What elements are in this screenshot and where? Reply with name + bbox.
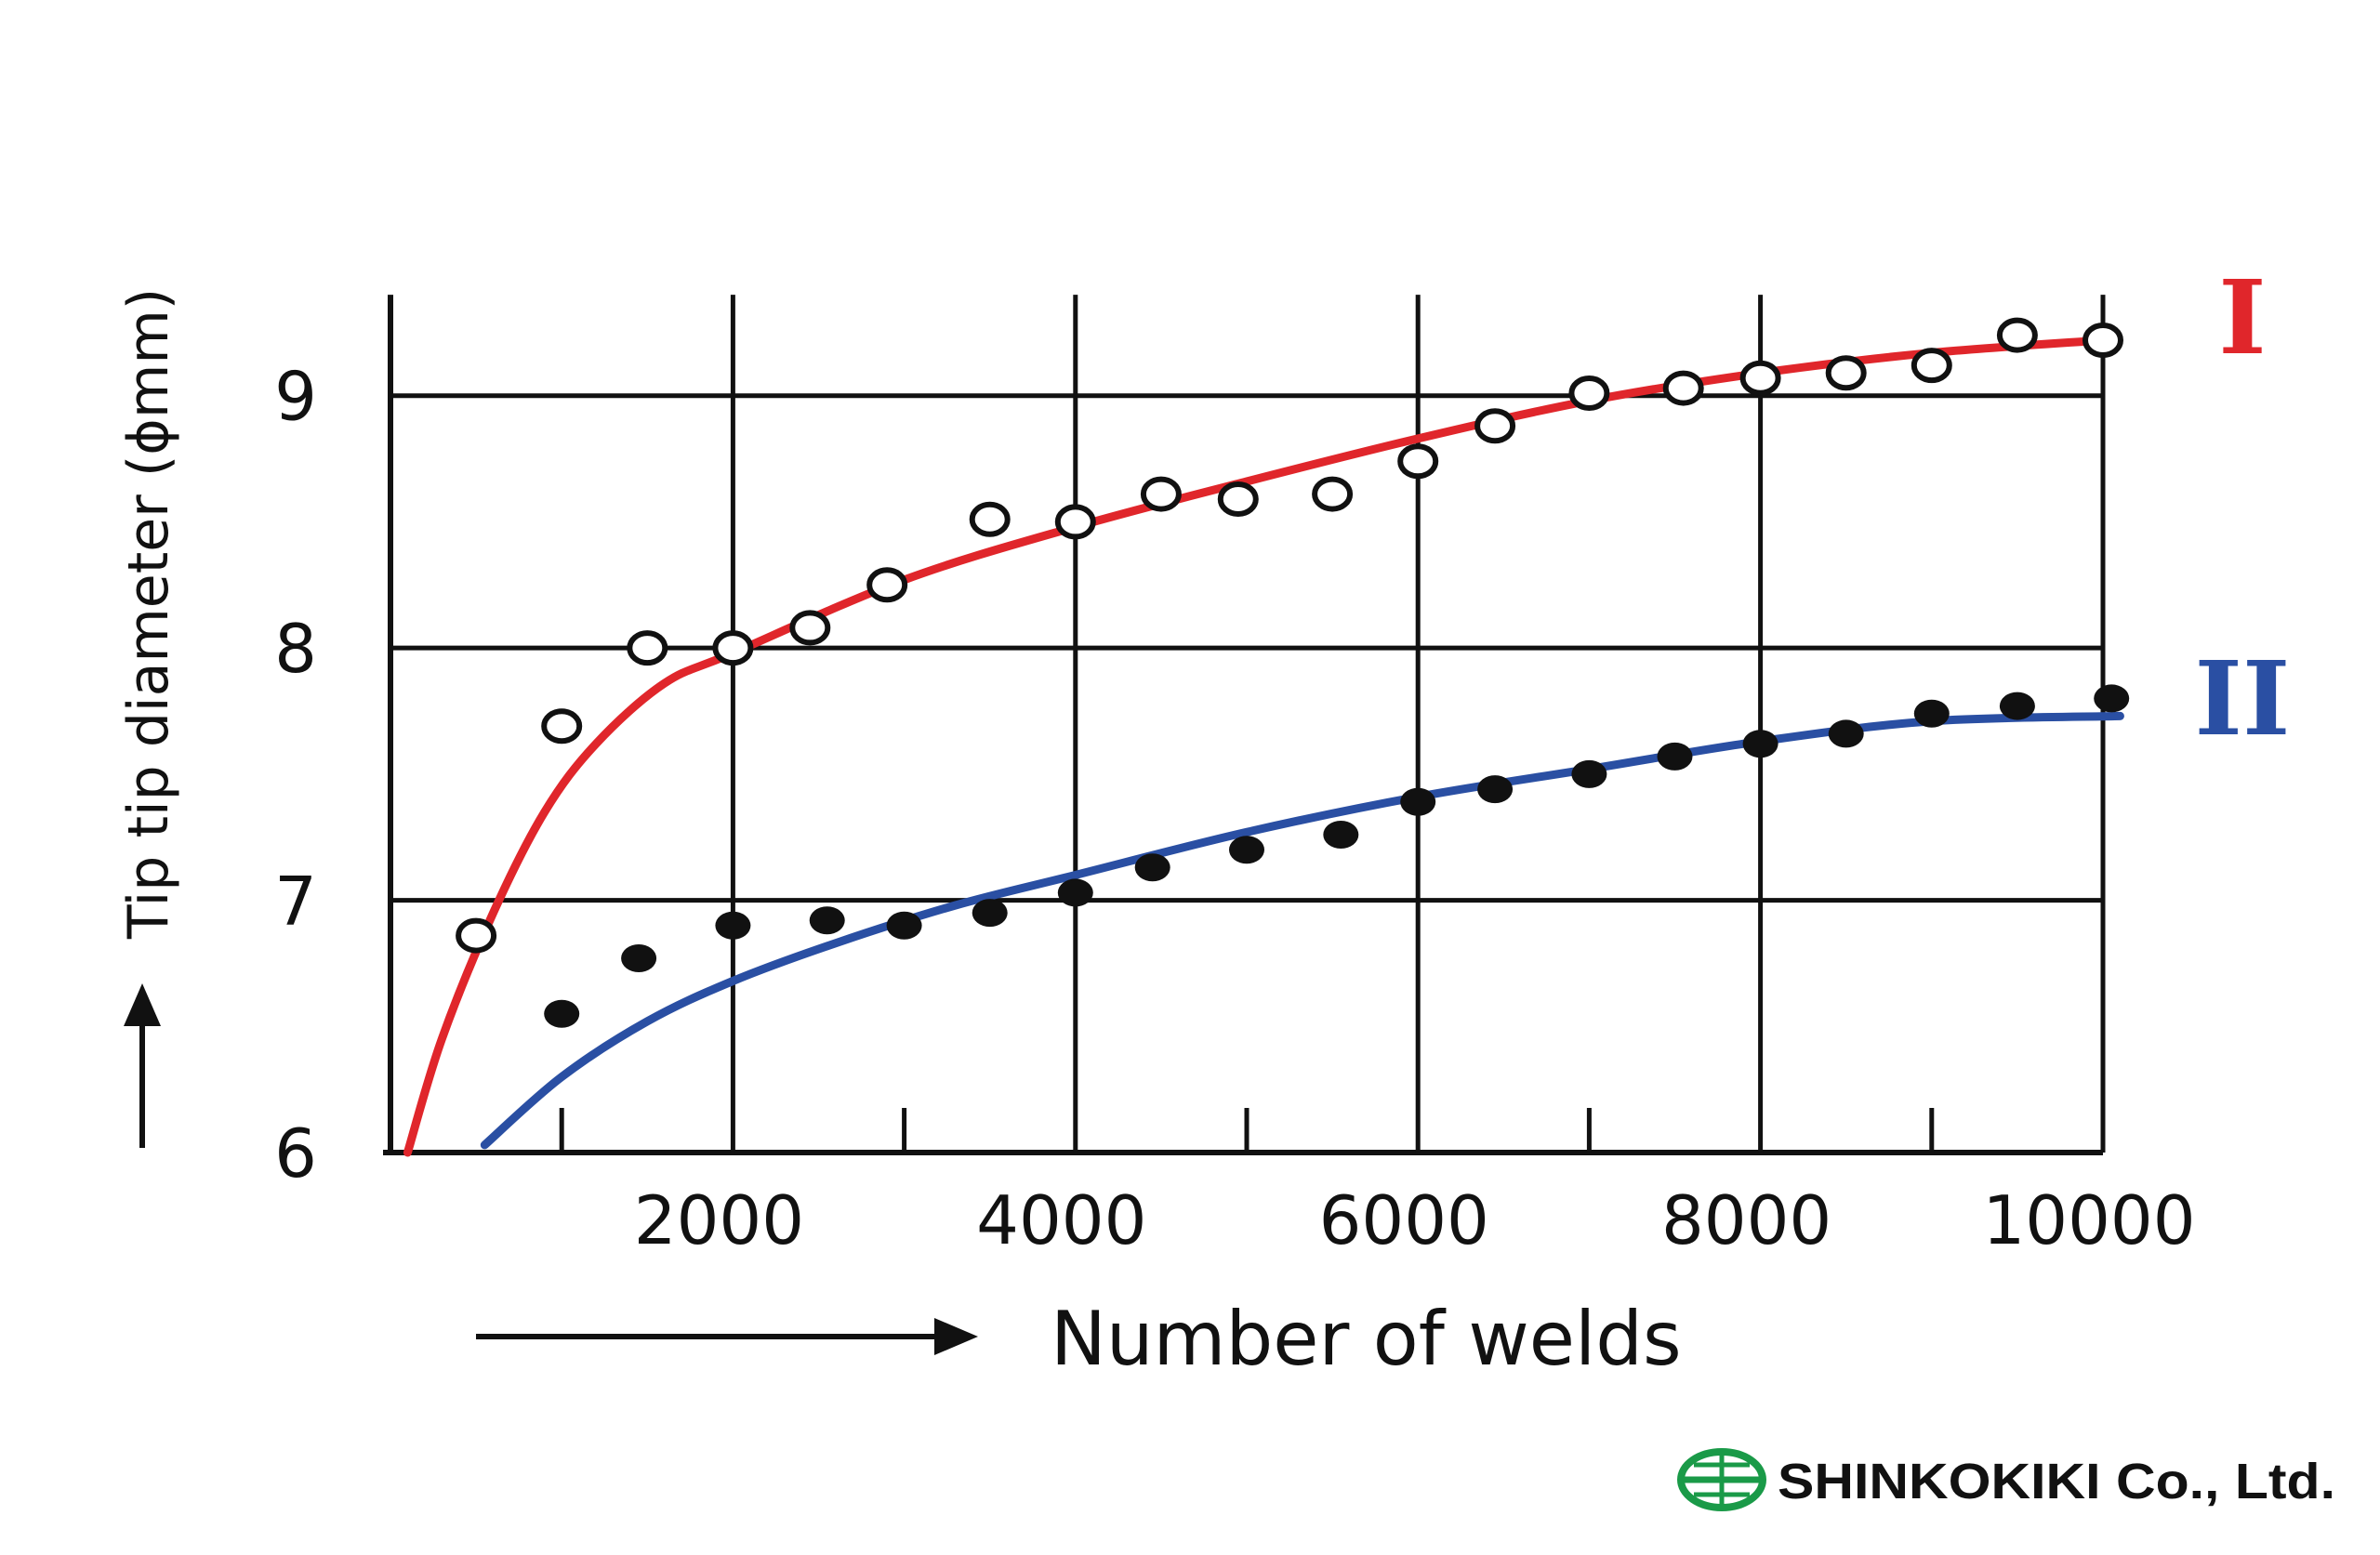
x-axis-arrow-head xyxy=(934,1318,978,1355)
point-series-1 xyxy=(541,708,583,745)
point-series-1 xyxy=(1397,443,1439,480)
x-axis-title: Number of welds xyxy=(1051,1296,1682,1382)
point-series-2 xyxy=(1999,692,2035,720)
point-series-2 xyxy=(1400,787,1436,816)
point-series-2 xyxy=(544,999,580,1028)
y-tick-label: 9 xyxy=(274,358,317,436)
point-series-2 xyxy=(809,906,845,935)
point-series-1 xyxy=(456,917,497,954)
x-axis-title-group: Number of welds xyxy=(476,1296,1682,1382)
logo-mark-icon xyxy=(1677,1448,1766,1511)
point-series-1 xyxy=(1474,408,1516,444)
point-series-2 xyxy=(1134,853,1170,882)
data-points xyxy=(456,317,2130,1028)
point-series-2 xyxy=(2094,684,2130,713)
company-logo: SHINKOKIKI Co., Ltd. xyxy=(1677,1448,2335,1511)
point-series-1 xyxy=(1568,376,1610,411)
point-series-2 xyxy=(621,944,657,972)
point-series-1 xyxy=(1911,348,1952,384)
fit-curve-series-1 xyxy=(403,336,2108,1157)
point-series-1 xyxy=(1739,360,1781,396)
point-series-2 xyxy=(1828,719,1864,748)
point-series-1 xyxy=(1312,476,1354,512)
x-tick-label: 2000 xyxy=(634,1181,804,1259)
fit-curves xyxy=(403,336,2124,1157)
point-series-2 xyxy=(1571,759,1607,788)
point-series-1 xyxy=(969,501,1011,537)
point-series-2 xyxy=(1057,878,1093,907)
tick-labels: 2000 4000 6000 8000 10000 6 7 8 9 xyxy=(274,358,2195,1259)
logo-text: SHINKOKIKI Co., Ltd. xyxy=(1778,1454,2335,1509)
point-series-2 xyxy=(886,911,922,940)
point-series-2 xyxy=(972,899,1008,928)
point-series-1 xyxy=(712,630,754,666)
x-tick-label: 8000 xyxy=(1661,1181,1831,1259)
point-series-2 xyxy=(1323,821,1359,849)
y-tick-label: 7 xyxy=(274,863,317,941)
fit-curve-series-2 xyxy=(480,711,2124,1150)
grid-lines xyxy=(383,295,2106,1155)
series-label-II: II xyxy=(2195,639,2291,758)
y-axis-arrow-head xyxy=(124,983,161,1026)
point-series-2 xyxy=(1477,775,1514,804)
point-series-1 xyxy=(789,610,831,646)
point-series-2 xyxy=(715,911,751,940)
x-tick-label: 10000 xyxy=(1982,1181,2195,1259)
series-label-I: I xyxy=(2218,257,2266,377)
point-series-1 xyxy=(1217,481,1259,517)
y-axis-title: Tip tip diameter (ϕmm) xyxy=(116,288,181,940)
point-series-2 xyxy=(1657,742,1693,771)
point-series-1 xyxy=(627,630,668,666)
y-tick-label: 6 xyxy=(274,1114,317,1193)
y-tick-label: 8 xyxy=(274,610,317,688)
point-series-2 xyxy=(1913,699,1950,728)
point-series-2 xyxy=(1742,730,1778,758)
y-axis-title-group: Tip tip diameter (ϕmm) xyxy=(116,288,181,1148)
point-series-1 xyxy=(2082,323,2123,358)
point-series-1 xyxy=(1140,476,1182,512)
point-series-1 xyxy=(1825,355,1867,391)
x-tick-label: 6000 xyxy=(1319,1181,1489,1259)
point-series-2 xyxy=(1229,836,1264,864)
point-series-1 xyxy=(866,567,908,603)
point-series-1 xyxy=(1054,504,1096,540)
point-series-1 xyxy=(1996,317,2038,353)
x-tick-label: 4000 xyxy=(976,1181,1146,1259)
point-series-1 xyxy=(1662,370,1704,406)
